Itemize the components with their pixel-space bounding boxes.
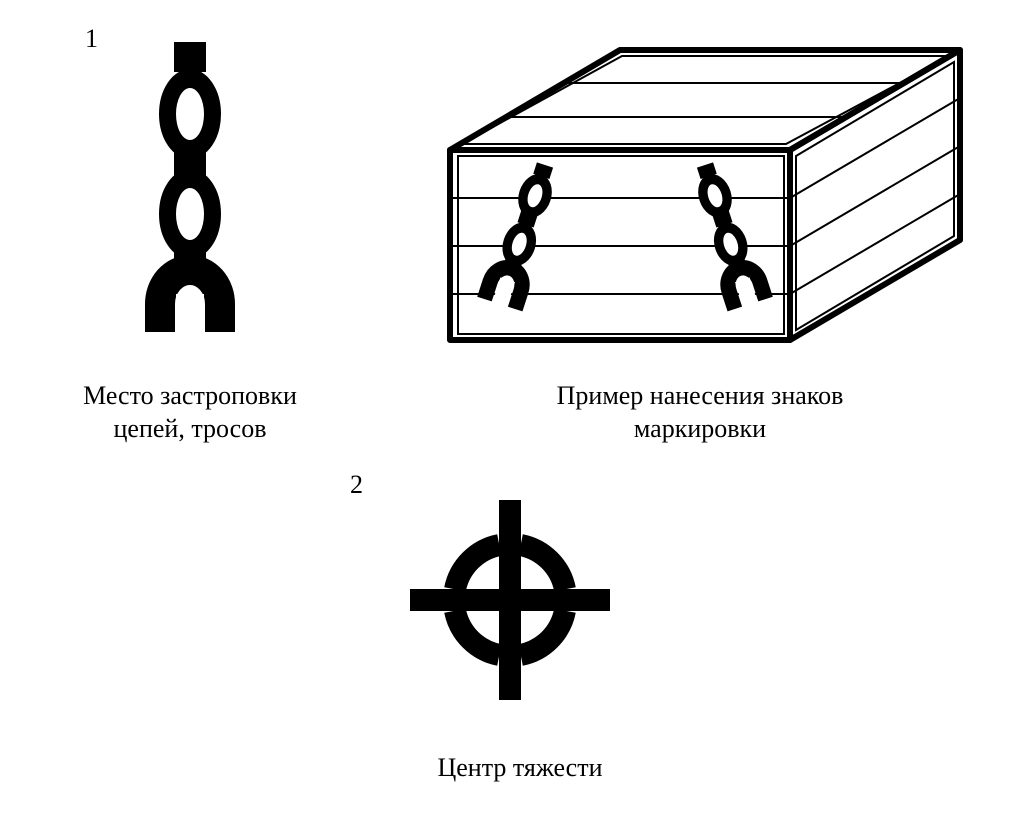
crate-illustration: [430, 30, 990, 360]
cog-svg: [400, 490, 620, 710]
crate-caption-line2: маркировки: [634, 414, 766, 443]
figure-2-index: 2: [350, 470, 363, 500]
cog-caption: Центр тяжести: [360, 752, 680, 785]
chain-caption: Место застроповки цепей, тросов: [40, 380, 340, 445]
diagram-page: 1: [0, 0, 1034, 828]
figure-1-index: 1: [85, 24, 98, 54]
crate-caption-line1: Пример нанесения знаков: [557, 381, 844, 410]
chain-caption-line1: Место застроповки: [83, 381, 297, 410]
crate-caption: Пример нанесения знаков маркировки: [440, 380, 960, 445]
center-of-gravity-symbol: [400, 490, 620, 710]
chain-symbol: [120, 42, 260, 342]
crate-svg: [430, 30, 990, 360]
chain-symbol-svg: [120, 42, 260, 342]
chain-caption-line2: цепей, тросов: [114, 414, 267, 443]
